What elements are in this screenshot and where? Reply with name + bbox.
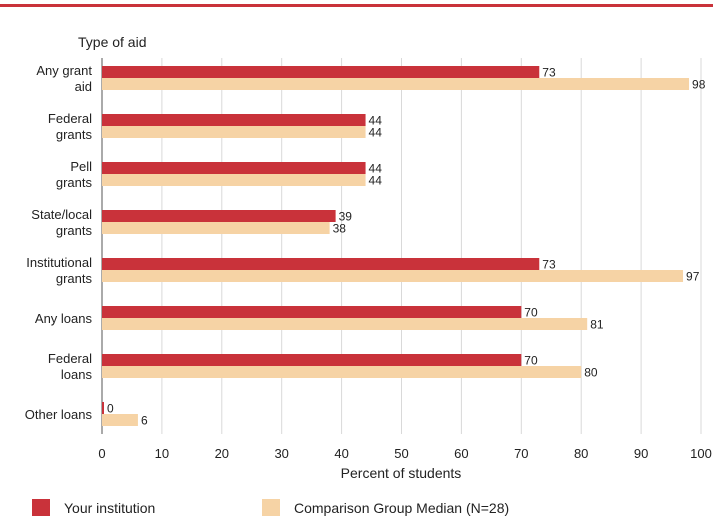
- data-label: 44: [369, 126, 383, 140]
- category-label: State/local: [31, 207, 92, 222]
- bar: [102, 414, 138, 426]
- category-label: loans: [61, 367, 93, 382]
- bar: [102, 270, 684, 282]
- bar: [102, 162, 366, 174]
- data-label: 38: [333, 222, 347, 236]
- data-label: 80: [584, 366, 598, 380]
- bar: [102, 306, 522, 318]
- x-tick-label: 70: [514, 446, 528, 461]
- bar: [102, 318, 588, 330]
- category-label: Institutional: [26, 255, 92, 270]
- bar: [102, 174, 366, 186]
- x-tick-label: 40: [334, 446, 348, 461]
- x-tick-label: 50: [394, 446, 408, 461]
- category-label: grants: [56, 223, 93, 238]
- data-label: 98: [692, 78, 706, 92]
- legend-label: Comparison Group Median (N=28): [294, 500, 509, 516]
- bar: [102, 210, 336, 222]
- bar: [102, 126, 366, 138]
- x-axis-title: Percent of students: [341, 465, 462, 481]
- data-label: 6: [141, 414, 148, 428]
- data-label: 81: [590, 318, 604, 332]
- data-label: 73: [542, 66, 556, 80]
- data-label: 70: [524, 306, 538, 320]
- category-label: aid: [75, 79, 92, 94]
- bar: [102, 222, 330, 234]
- data-label: 0: [107, 402, 114, 416]
- category-label: grants: [56, 175, 93, 190]
- data-label: 44: [369, 114, 383, 128]
- y-axis-title: Type of aid: [78, 34, 147, 50]
- bar: [102, 402, 104, 414]
- data-label: 73: [542, 258, 556, 272]
- category-label: grants: [56, 271, 93, 286]
- x-tick-label: 20: [215, 446, 229, 461]
- legend-label: Your institution: [64, 500, 155, 516]
- data-label: 97: [686, 270, 700, 284]
- data-label: 44: [369, 174, 383, 188]
- bar: [102, 66, 540, 78]
- category-label: Any grant: [36, 63, 92, 78]
- x-tick-label: 60: [454, 446, 468, 461]
- x-tick-label: 0: [98, 446, 105, 461]
- category-label: Pell: [70, 159, 92, 174]
- bar: [102, 354, 522, 366]
- category-label: Federal: [48, 111, 92, 126]
- data-label: 44: [369, 162, 383, 176]
- x-tick-label: 100: [690, 446, 712, 461]
- data-label: 39: [339, 210, 353, 224]
- bar: [102, 78, 690, 90]
- x-tick-label: 90: [634, 446, 648, 461]
- top-rule: [0, 4, 713, 7]
- legend-swatch: [32, 499, 50, 516]
- category-label: grants: [56, 127, 93, 142]
- data-label: 70: [524, 354, 538, 368]
- category-label: Any loans: [35, 311, 93, 326]
- bar: [102, 114, 366, 126]
- bar: [102, 258, 540, 270]
- x-tick-label: 10: [155, 446, 169, 461]
- bar: [102, 366, 582, 378]
- x-tick-label: 80: [574, 446, 588, 461]
- category-label: Other loans: [25, 407, 93, 422]
- category-label: Federal: [48, 351, 92, 366]
- legend-swatch: [262, 499, 280, 516]
- x-tick-label: 30: [274, 446, 288, 461]
